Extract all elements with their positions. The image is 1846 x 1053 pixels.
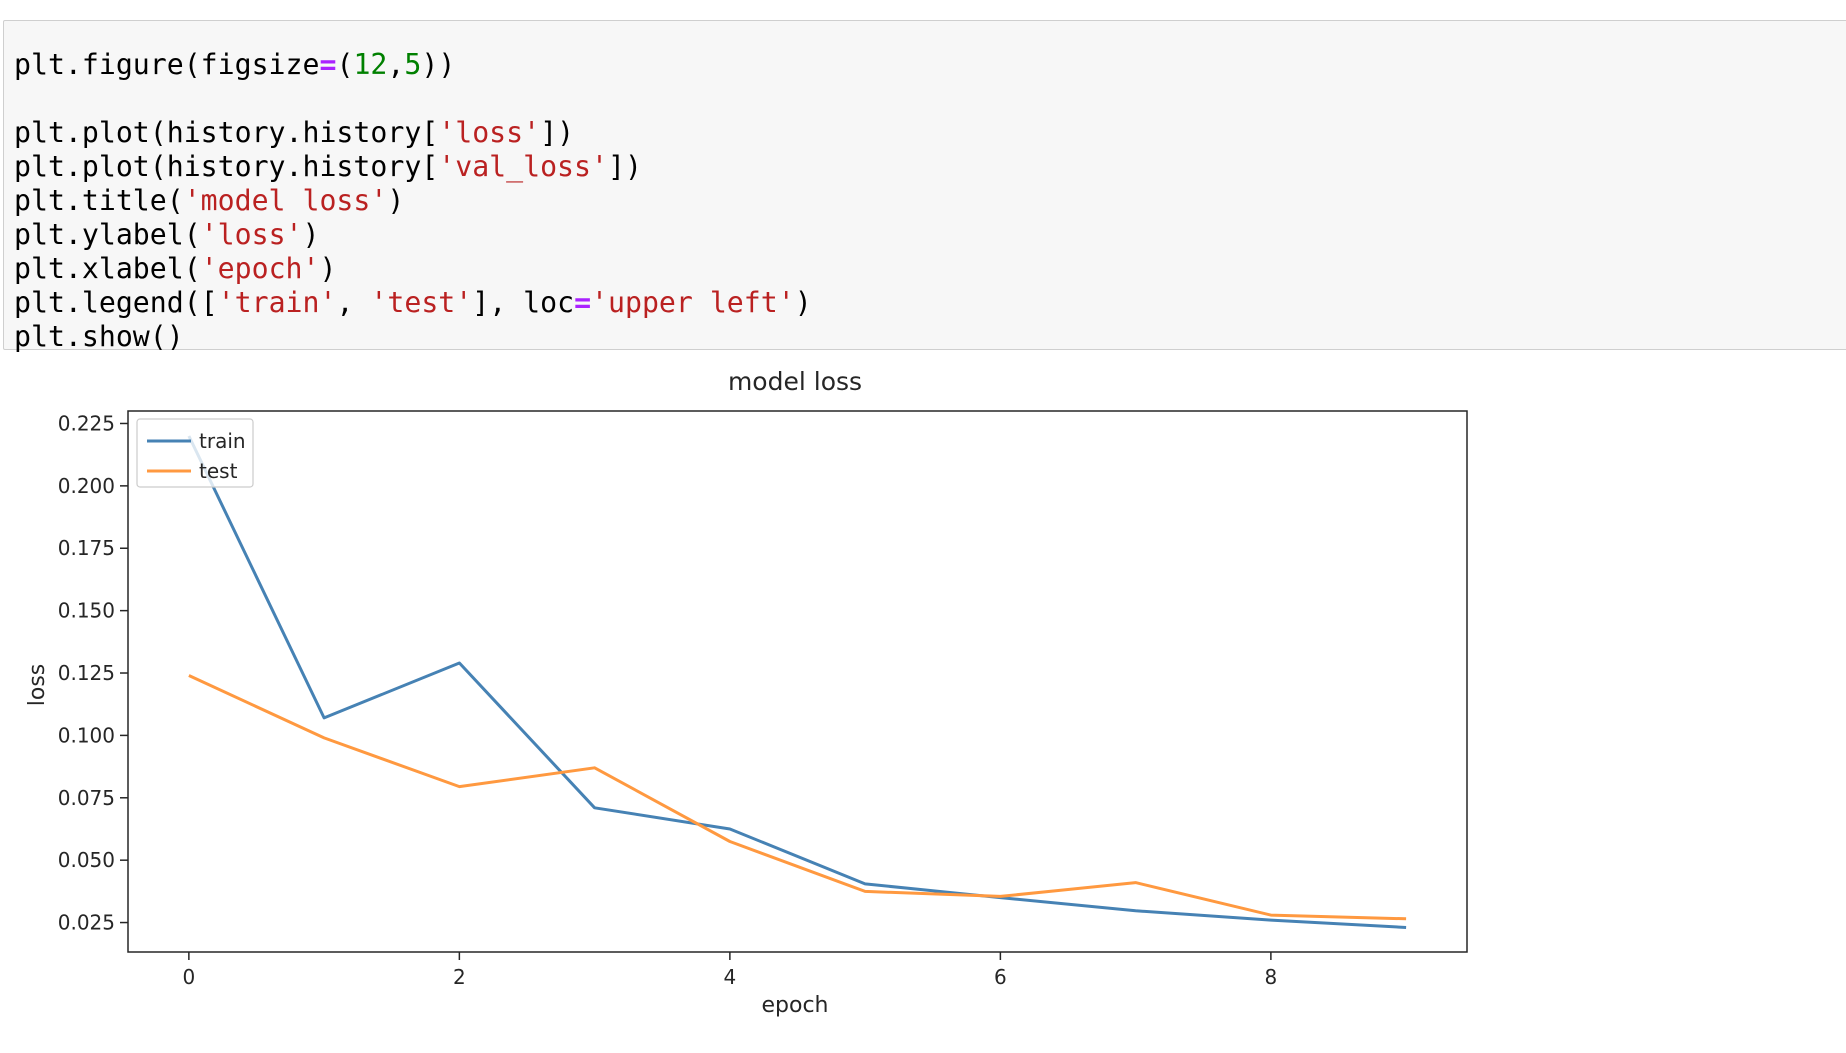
code-token: ( [336, 48, 354, 81]
code-token: 'test' [370, 286, 473, 319]
y-tick-label: 0.150 [58, 599, 115, 623]
code-token: = [319, 48, 337, 81]
code-token: plt.legend([ [14, 286, 218, 319]
legend-label: train [199, 429, 246, 453]
code-token: plt.xlabel( [14, 252, 201, 285]
code-token: 'loss' [200, 218, 303, 251]
code-token: ]) [607, 150, 642, 183]
code-token: ], loc [472, 286, 575, 319]
code-token: 5 [404, 48, 422, 81]
code-token: 'model loss' [183, 184, 388, 217]
x-tick-label: 0 [182, 965, 195, 989]
x-tick-label: 4 [724, 965, 737, 989]
code-token: plt.plot(history.history[ [14, 116, 439, 149]
x-tick-label: 8 [1265, 965, 1278, 989]
code-line: plt.show() [14, 320, 812, 354]
code-line: plt.figure(figsize=(12,5)) [14, 48, 812, 82]
x-tick-label: 6 [994, 965, 1007, 989]
code-token: plt.ylabel( [14, 218, 201, 251]
cell-output: model loss epoch loss 0 2 4 6 8 0.025 0.050 0.0… [0, 360, 1846, 1048]
code-token: 'epoch' [200, 252, 320, 285]
y-tick-label: 0.175 [58, 536, 115, 560]
code-token: = [574, 286, 592, 319]
code-token: ) [794, 286, 812, 319]
code-token: 12 [353, 48, 388, 81]
code-line: plt.legend(['train', 'test'], loc='upper… [14, 286, 812, 320]
y-tick-label: 0.125 [58, 661, 115, 685]
code-token: 'val_loss' [438, 150, 608, 183]
code-token: 'loss' [438, 116, 541, 149]
y-tick-label: 0.225 [58, 411, 115, 435]
y-tick-label: 0.100 [58, 723, 115, 747]
code-token: plt.figure(figsize [14, 48, 320, 81]
y-tick-label: 0.025 [58, 911, 115, 935]
code-token: ) [302, 218, 320, 251]
code-line: plt.ylabel('loss') [14, 218, 812, 252]
axes-frame [127, 410, 1468, 953]
code-token: , [336, 286, 371, 319]
code-editor[interactable]: plt.figure(figsize=(12,5)) plt.plot(histo… [14, 48, 812, 354]
x-axis-label: epoch [762, 993, 829, 1018]
chart-title: model loss [728, 367, 862, 396]
code-token: plt.plot(history.history[ [14, 150, 439, 183]
series-line-0 [187, 435, 1407, 929]
code-token: plt.title( [14, 184, 184, 217]
y-axis-label: loss [25, 664, 50, 707]
code-token: ]) [540, 116, 575, 149]
series-line-1 [188, 674, 1407, 921]
code-token: 'upper left' [591, 286, 795, 319]
legend-label: test [199, 459, 238, 483]
code-line: plt.plot(history.history['loss']) [14, 116, 812, 150]
code-token: , [387, 48, 405, 81]
y-tick-label: 0.200 [58, 474, 115, 498]
code-line: plt.title('model loss') [14, 184, 812, 218]
code-token: ) [319, 252, 337, 285]
y-tick-label: 0.075 [58, 786, 115, 810]
code-line [14, 82, 812, 116]
code-token: ) [387, 184, 405, 217]
code-cell[interactable]: plt.figure(figsize=(12,5)) plt.plot(histo… [3, 20, 1846, 353]
code-line: plt.xlabel('epoch') [14, 252, 812, 286]
code-line: plt.plot(history.history['val_loss']) [14, 150, 812, 184]
code-token: plt.show() [14, 320, 184, 353]
loss-chart: model loss epoch loss 0 2 4 6 8 0.025 0.050 0.0… [25, 367, 1468, 1018]
y-tick-label: 0.050 [58, 848, 115, 872]
x-tick-label: 2 [453, 965, 466, 989]
code-token: )) [421, 48, 456, 81]
code-token: 'train' [217, 286, 337, 319]
